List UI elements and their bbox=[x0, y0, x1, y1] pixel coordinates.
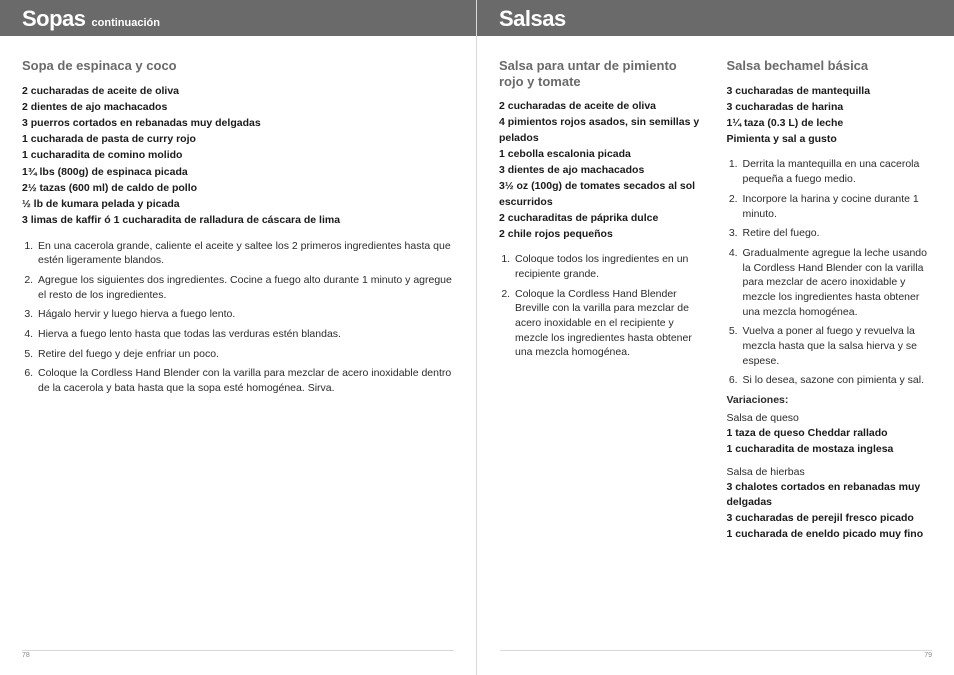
ingredient-list: 3 chalotes cortados en rebanadas muy del… bbox=[727, 480, 933, 543]
step: Gradualmente agregue la leche usando la … bbox=[741, 246, 933, 319]
left-page: Sopa de espinaca y coco 2 cucharadas de … bbox=[0, 36, 477, 550]
steps-list: Coloque todos los ingredientes en un rec… bbox=[499, 252, 705, 360]
column-2: Salsa bechamel básica 3 cucharadas de ma… bbox=[727, 58, 933, 550]
ingredient: 1 cebolla escalonia picada bbox=[499, 147, 705, 162]
step: Hágalo hervir y luego hierva a fuego len… bbox=[36, 307, 455, 322]
ingredient: 2 dientes de ajo machacados bbox=[22, 100, 455, 115]
ingredient: 3 limas de kaffir ó 1 cucharadita de ral… bbox=[22, 213, 455, 228]
ingredient: 3 chalotes cortados en rebanadas muy del… bbox=[727, 480, 933, 510]
ingredient: 4 pimientos rojos asados, sin semillas y… bbox=[499, 115, 705, 145]
step: Si lo desea, sazone con pimienta y sal. bbox=[741, 373, 933, 388]
ingredient: 3 puerros cortados en rebanadas muy delg… bbox=[22, 116, 455, 131]
step: Retire del fuego y deje enfriar un poco. bbox=[36, 347, 455, 362]
variation-block: Salsa de queso 1 taza de queso Cheddar r… bbox=[727, 412, 933, 457]
variations-heading: Variaciones: bbox=[727, 394, 933, 406]
page-number-right: 79 bbox=[924, 652, 932, 659]
variation-label: Salsa de hierbas bbox=[727, 466, 933, 478]
right-page: Salsa para untar de pimiento rojo y toma… bbox=[477, 36, 954, 550]
ingredient: 1 cucharada de eneldo picado muy fino bbox=[727, 527, 933, 542]
header-left: Sopas continuación bbox=[0, 0, 477, 36]
recipe-title: Salsa para untar de pimiento rojo y toma… bbox=[499, 58, 705, 89]
ingredient: ½ lb de kumara pelada y picada bbox=[22, 197, 455, 212]
ingredient: 3 cucharadas de harina bbox=[727, 100, 933, 115]
ingredient: 2 cucharadas de aceite de oliva bbox=[22, 84, 455, 99]
step: Hierva a fuego lento hasta que todas las… bbox=[36, 327, 455, 342]
ingredient: 1¾ lbs (800g) de espinaca picada bbox=[22, 165, 455, 180]
section-subtitle-left: continuación bbox=[92, 17, 160, 29]
step: Coloque la Cordless Hand Blender con la … bbox=[36, 366, 455, 395]
ingredient: 3 dientes de ajo machacados bbox=[499, 163, 705, 178]
step: Derrita la mantequilla en una cacerola p… bbox=[741, 157, 933, 186]
ingredient-list: 1 taza de queso Cheddar rallado 1 cuchar… bbox=[727, 426, 933, 457]
header-right: Salsas bbox=[477, 0, 954, 36]
ingredient: 1 cucharadita de mostaza inglesa bbox=[727, 442, 933, 457]
steps-list: Derrita la mantequilla en una cacerola p… bbox=[727, 157, 933, 388]
recipe-title: Sopa de espinaca y coco bbox=[22, 58, 455, 74]
ingredient-list: 2 cucharadas de aceite de oliva 2 diente… bbox=[22, 84, 455, 229]
step: Coloque todos los ingredientes en un rec… bbox=[513, 252, 705, 281]
step: Incorpore la harina y cocine durante 1 m… bbox=[741, 192, 933, 221]
ingredient: 1 cucharada de pasta de curry rojo bbox=[22, 132, 455, 147]
ingredient: 2 cucharaditas de páprika dulce bbox=[499, 211, 705, 226]
footer-rule bbox=[500, 650, 932, 651]
ingredient: 2 chile rojos pequeños bbox=[499, 227, 705, 242]
step: Coloque la Cordless Hand Blender Brevill… bbox=[513, 287, 705, 360]
ingredient-list: 3 cucharadas de mantequilla 3 cucharadas… bbox=[727, 84, 933, 148]
ingredient: 1 cucharadita de comino molido bbox=[22, 148, 455, 163]
step: Vuelva a poner al fuego y revuelva la me… bbox=[741, 324, 933, 368]
header-band: Sopas continuación Salsas bbox=[0, 0, 954, 36]
ingredient: Pimienta y sal a gusto bbox=[727, 132, 933, 147]
ingredient: 2½ tazas (600 ml) de caldo de pollo bbox=[22, 181, 455, 196]
ingredient: 3 cucharadas de mantequilla bbox=[727, 84, 933, 99]
footer-rule bbox=[22, 650, 454, 651]
variation-label: Salsa de queso bbox=[727, 412, 933, 424]
page-number-left: 78 bbox=[22, 652, 30, 659]
ingredient: 1¼ taza (0.3 L) de leche bbox=[727, 116, 933, 131]
ingredient: 3½ oz (100g) de tomates secados al sol e… bbox=[499, 179, 705, 209]
content: Sopa de espinaca y coco 2 cucharadas de … bbox=[0, 36, 954, 550]
steps-list: En una cacerola grande, caliente el acei… bbox=[22, 239, 455, 396]
step: En una cacerola grande, caliente el acei… bbox=[36, 239, 455, 268]
recipe-title: Salsa bechamel básica bbox=[727, 58, 933, 74]
page: Sopas continuación Salsas Sopa de espina… bbox=[0, 0, 954, 675]
section-title-left: Sopas bbox=[22, 6, 86, 32]
ingredient: 1 taza de queso Cheddar rallado bbox=[727, 426, 933, 441]
step: Retire del fuego. bbox=[741, 226, 933, 241]
column-1: Salsa para untar de pimiento rojo y toma… bbox=[499, 58, 705, 550]
ingredient: 2 cucharadas de aceite de oliva bbox=[499, 99, 705, 114]
ingredient: 3 cucharadas de perejil fresco picado bbox=[727, 511, 933, 526]
section-title-right: Salsas bbox=[499, 6, 566, 32]
variation-block: Salsa de hierbas 3 chalotes cortados en … bbox=[727, 466, 933, 543]
step: Agregue los siguientes dos ingredientes.… bbox=[36, 273, 455, 302]
ingredient-list: 2 cucharadas de aceite de oliva 4 pimien… bbox=[499, 99, 705, 242]
